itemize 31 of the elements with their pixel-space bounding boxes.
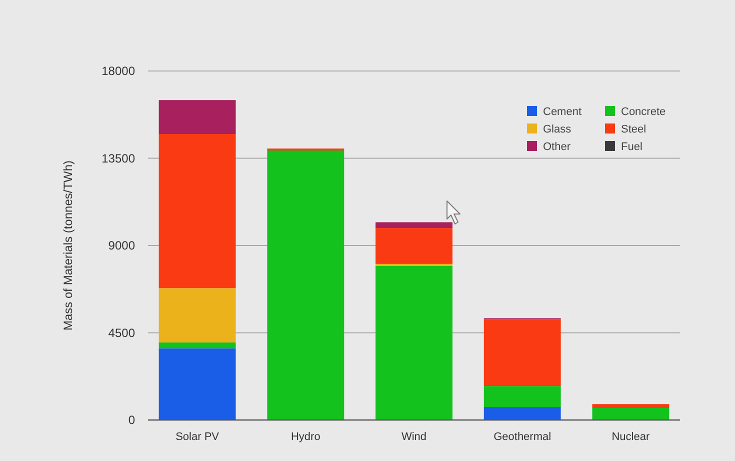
x-tick-label: Hydro bbox=[290, 431, 320, 443]
y-tick-label: 18000 bbox=[102, 64, 136, 78]
x-tick-label: Wind bbox=[401, 431, 427, 443]
bar bbox=[484, 319, 561, 386]
legend-label: Steel bbox=[621, 123, 646, 136]
x-tick-label: Geothermal bbox=[494, 431, 552, 443]
bar bbox=[484, 407, 561, 420]
bar bbox=[158, 100, 236, 134]
y-axis-title: Mass of Materials (tonnes/TWh) bbox=[61, 160, 75, 331]
bar bbox=[158, 288, 236, 342]
bar bbox=[376, 266, 452, 420]
bar bbox=[158, 342, 236, 348]
bar bbox=[592, 404, 670, 408]
y-tick-label: 9000 bbox=[108, 238, 136, 253]
legend-label: Fuel bbox=[621, 140, 642, 153]
x-tick-label: Solar PV bbox=[176, 431, 220, 443]
y-tick-label: 13500 bbox=[102, 151, 136, 166]
legend-label: Cement bbox=[543, 106, 582, 118]
bar bbox=[592, 408, 670, 420]
bar bbox=[158, 348, 236, 420]
legend-label: Glass bbox=[543, 123, 572, 136]
bar bbox=[267, 150, 344, 420]
bar bbox=[376, 222, 452, 228]
y-tick-label: 0 bbox=[128, 413, 136, 428]
y-tick-label: 4500 bbox=[108, 326, 136, 340]
legend-label: Concrete bbox=[621, 106, 666, 118]
bar bbox=[376, 228, 452, 264]
x-tick-label: Nuclear bbox=[612, 431, 650, 443]
bar bbox=[484, 386, 561, 408]
bar bbox=[158, 134, 236, 288]
legend-label: Other bbox=[543, 140, 571, 153]
